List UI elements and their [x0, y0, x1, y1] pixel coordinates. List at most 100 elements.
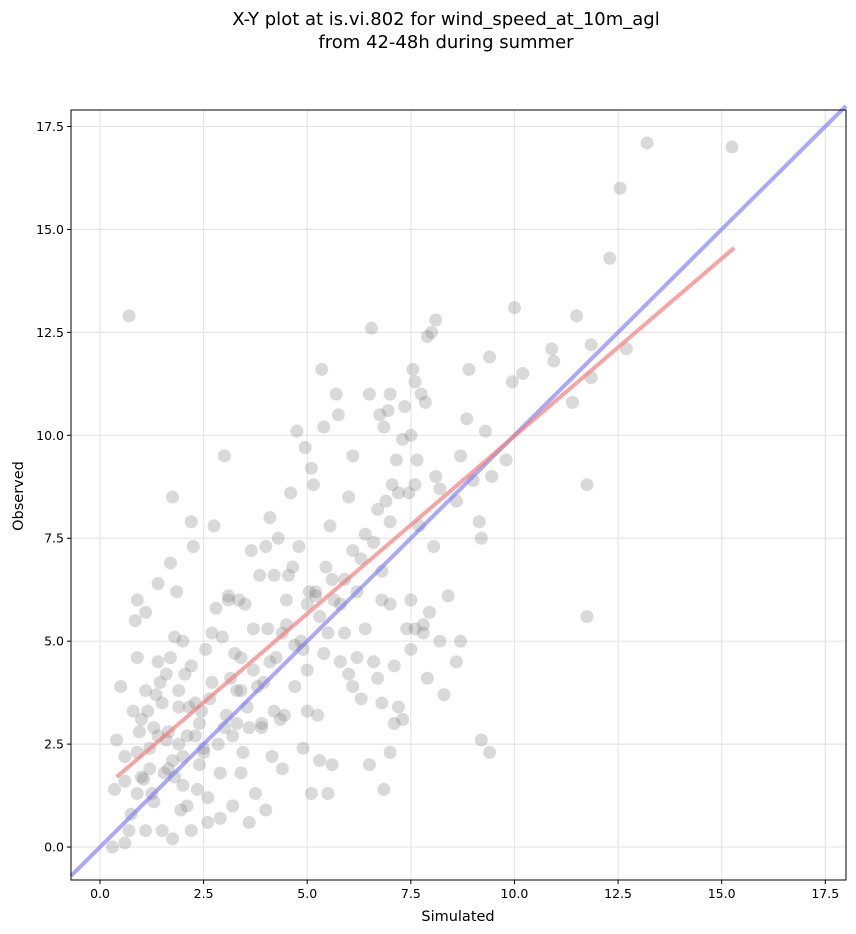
- data-point: [153, 675, 167, 689]
- data-point: [545, 342, 559, 356]
- data-point: [130, 593, 144, 607]
- grid: [71, 110, 846, 880]
- data-point: [147, 721, 161, 735]
- data-points: [105, 136, 739, 854]
- data-point: [300, 597, 314, 611]
- data-point: [377, 420, 391, 434]
- data-point: [184, 824, 198, 838]
- data-point: [246, 663, 260, 677]
- data-point: [155, 696, 169, 710]
- data-point: [408, 375, 422, 389]
- data-point: [255, 721, 269, 735]
- data-point: [286, 560, 300, 574]
- data-point: [230, 684, 244, 698]
- data-point: [406, 362, 420, 376]
- data-point: [547, 354, 561, 368]
- data-point: [420, 329, 434, 343]
- data-point: [358, 622, 372, 636]
- data-point: [296, 741, 310, 755]
- data-point: [122, 824, 136, 838]
- data-point: [118, 774, 132, 788]
- data-point: [118, 749, 132, 763]
- data-point: [178, 667, 192, 681]
- data-point: [354, 552, 368, 566]
- data-point: [201, 815, 215, 829]
- regression-line: [115, 246, 736, 779]
- data-point: [433, 634, 447, 648]
- data-point: [271, 531, 285, 545]
- data-point: [201, 791, 215, 805]
- data-point: [259, 803, 273, 817]
- chart-title-line-2: from 42-48h during summer: [318, 32, 574, 53]
- data-point: [584, 338, 598, 352]
- data-point: [570, 309, 584, 323]
- data-point: [367, 655, 381, 669]
- data-point: [420, 671, 434, 685]
- data-point: [391, 486, 405, 500]
- data-point: [381, 404, 395, 418]
- data-point: [400, 622, 414, 636]
- data-point: [404, 593, 418, 607]
- data-point: [205, 626, 219, 640]
- y-tick-label: 15.0: [36, 222, 64, 237]
- data-point: [385, 478, 399, 492]
- data-point: [325, 758, 339, 772]
- data-point: [474, 531, 488, 545]
- y-axis-ticks: 0.0 2.5 5.0 7.5 10.0 12.5 15.0 17.5: [36, 119, 71, 855]
- data-point: [437, 688, 451, 702]
- data-point: [321, 787, 335, 801]
- data-point: [228, 647, 242, 661]
- data-point: [269, 651, 283, 665]
- data-point: [454, 449, 468, 463]
- data-point: [139, 605, 153, 619]
- data-point: [565, 395, 579, 409]
- data-point: [387, 659, 401, 673]
- data-point: [329, 387, 343, 401]
- data-point: [725, 140, 739, 154]
- data-point: [190, 782, 204, 796]
- data-point: [323, 519, 337, 533]
- data-point: [230, 717, 244, 731]
- data-point: [221, 593, 235, 607]
- data-point: [130, 651, 144, 665]
- data-point: [263, 655, 277, 669]
- data-point: [304, 461, 318, 475]
- data-point: [414, 387, 428, 401]
- data-point: [134, 712, 148, 726]
- data-point: [483, 350, 497, 364]
- data-point: [333, 655, 347, 669]
- data-point: [215, 630, 229, 644]
- data-point: [166, 832, 180, 846]
- data-point: [377, 782, 391, 796]
- data-point: [213, 766, 227, 780]
- x-tick-label: 0.0: [90, 886, 110, 901]
- data-point: [309, 585, 323, 599]
- data-point: [317, 420, 331, 434]
- y-axis-label: Observed: [11, 461, 27, 531]
- data-point: [580, 478, 594, 492]
- data-point: [483, 745, 497, 759]
- data-point: [613, 181, 627, 195]
- data-point: [234, 766, 248, 780]
- data-point: [134, 770, 148, 784]
- y-tick-label: 7.5: [44, 531, 64, 546]
- y-tick-label: 0.0: [44, 840, 64, 855]
- data-point: [304, 787, 318, 801]
- data-point: [192, 717, 206, 731]
- data-point: [166, 490, 180, 504]
- x-tick-label: 2.5: [194, 886, 214, 901]
- data-point: [342, 490, 356, 504]
- data-point: [172, 700, 186, 714]
- y-tick-label: 5.0: [44, 634, 64, 649]
- x-axis-label: Simulated: [421, 909, 494, 925]
- data-point: [238, 597, 252, 611]
- data-point: [306, 478, 320, 492]
- data-point: [441, 589, 455, 603]
- data-point: [180, 729, 194, 743]
- data-point: [192, 758, 206, 772]
- identity-line: [69, 104, 848, 878]
- data-point: [383, 387, 397, 401]
- data-point: [242, 815, 256, 829]
- data-point: [174, 803, 188, 817]
- x-tick-label: 15.0: [708, 886, 736, 901]
